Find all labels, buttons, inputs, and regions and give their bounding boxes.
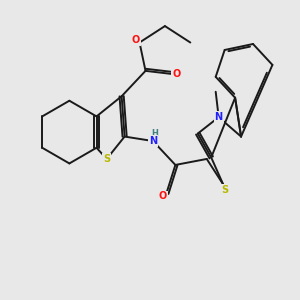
Text: H: H <box>151 129 158 138</box>
Text: N: N <box>149 136 157 146</box>
Text: S: S <box>103 154 110 164</box>
Text: O: O <box>159 191 167 201</box>
Text: S: S <box>221 185 228 195</box>
Text: N: N <box>214 112 223 122</box>
Text: O: O <box>172 69 180 79</box>
Text: O: O <box>132 35 140 45</box>
